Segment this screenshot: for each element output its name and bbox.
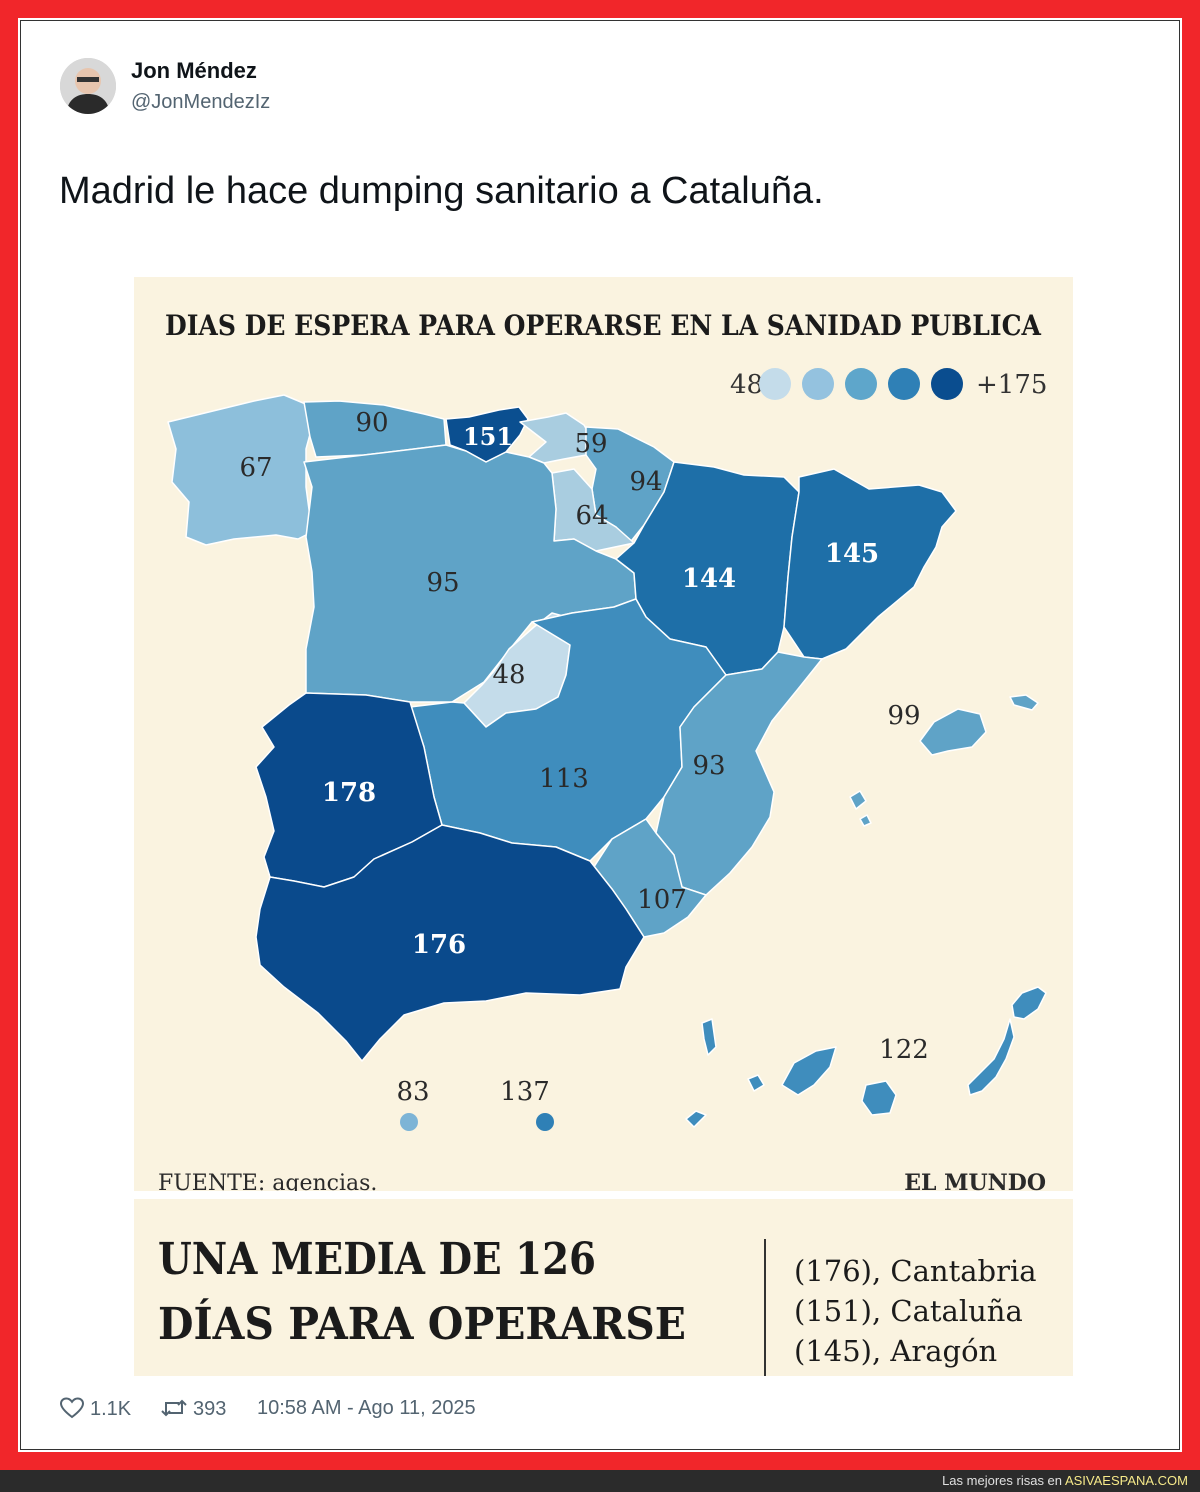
- region-label-cantabria: 151: [463, 422, 513, 451]
- region-la-palma: [701, 1018, 717, 1056]
- watermark-bar: Las mejores risas en ASIVAESPANA.COM: [0, 1470, 1200, 1492]
- crop-gap: [134, 1191, 1073, 1199]
- region-label-navarra: 94: [629, 467, 662, 497]
- tweet-timestamp[interactable]: 10:58 AM - Ago 11, 2025: [257, 1397, 476, 1419]
- region-melilla: [536, 1113, 554, 1131]
- watermark-text: Las mejores risas en: [942, 1473, 1063, 1488]
- region-label-la-rioja: 64: [575, 501, 608, 531]
- region-cataluna: [783, 468, 957, 660]
- ranking-item-2: (151), Cataluña: [794, 1294, 1023, 1328]
- ranking-item-1: (176), Cantabria: [794, 1254, 1037, 1288]
- legend-swatch-3: [845, 368, 877, 400]
- legend-swatch-1: [759, 368, 791, 400]
- watermark-site[interactable]: ASIVAESPANA.COM: [1064, 1473, 1188, 1488]
- like-count: 1.1K: [90, 1398, 132, 1420]
- infographic-title: DIAS DE ESPERA PARA OPERARSE EN LA SANID…: [165, 309, 1042, 342]
- legend-swatch-2: [802, 368, 834, 400]
- region-label-castilla-la-mancha: 113: [539, 764, 589, 794]
- author-name[interactable]: Jon Méndez: [131, 58, 257, 83]
- region-label-madrid: 48: [492, 660, 525, 690]
- region-label-andalucia: 176: [412, 930, 466, 960]
- region-mallorca: [919, 708, 987, 756]
- region-label-castilla-leon: 95: [426, 568, 459, 598]
- avatar[interactable]: [60, 58, 116, 114]
- region-label-cataluna: 145: [825, 539, 879, 569]
- avatar-photo: [60, 58, 116, 114]
- region-ibiza: [849, 790, 867, 810]
- region-label-murcia: 107: [637, 885, 687, 915]
- like-button[interactable]: 1.1K: [59, 1397, 132, 1421]
- region-el-hierro: [685, 1110, 707, 1128]
- region-ceuta: [400, 1113, 418, 1131]
- headline-line-2: DÍAS PARA OPERARSE: [158, 1297, 686, 1350]
- author-handle[interactable]: @JonMendezIz: [131, 91, 271, 113]
- region-comunidad-valenciana: [655, 651, 823, 896]
- region-label-aragon: 144: [682, 564, 736, 594]
- region-label-asturias: 90: [355, 408, 388, 438]
- region-label-extremadura: 178: [322, 778, 376, 808]
- headline-line-1: UNA MEDIA DE 126: [158, 1234, 596, 1285]
- region-label-canarias: 122: [879, 1035, 929, 1065]
- region-fuerteventura: [967, 1018, 1015, 1096]
- legend-swatch-5: [931, 368, 963, 400]
- ranking-item-3: (145), Aragón: [794, 1334, 997, 1368]
- region-la-gomera: [747, 1074, 765, 1092]
- region-formentera: [859, 814, 872, 827]
- region-label-ceuta: 83: [396, 1077, 429, 1107]
- tweet-card: [20, 20, 1180, 1450]
- tweet-image[interactable]: DIAS DE ESPERA PARA OPERARSE EN LA SANID…: [134, 277, 1073, 1376]
- retweet-count: 393: [193, 1398, 227, 1420]
- spain-map-infographic: DIAS DE ESPERA PARA OPERARSE EN LA SANID…: [134, 309, 1073, 1376]
- heart-icon: [59, 1397, 85, 1419]
- region-label-melilla: 137: [500, 1077, 550, 1107]
- region-label-pais-vasco: 59: [574, 429, 607, 459]
- region-galicia: [167, 394, 313, 546]
- tweet-text: Madrid le hace dumping sanitario a Catal…: [59, 170, 824, 212]
- region-menorca: [1009, 694, 1039, 711]
- region-gran-canaria: [861, 1080, 897, 1116]
- region-label-baleares: 99: [887, 701, 920, 731]
- legend-min-label: 48: [730, 370, 763, 400]
- region-label-comunidad-valenciana: 93: [692, 751, 725, 781]
- region-lanzarote: [1011, 986, 1047, 1020]
- retweet-button[interactable]: 393: [161, 1397, 226, 1421]
- legend-max-label: +175: [976, 370, 1047, 400]
- region-tenerife: [781, 1046, 837, 1096]
- retweet-icon: [161, 1399, 187, 1417]
- region-andalucia: [255, 824, 645, 1062]
- legend-swatch-4: [888, 368, 920, 400]
- region-label-galicia: 67: [239, 453, 272, 483]
